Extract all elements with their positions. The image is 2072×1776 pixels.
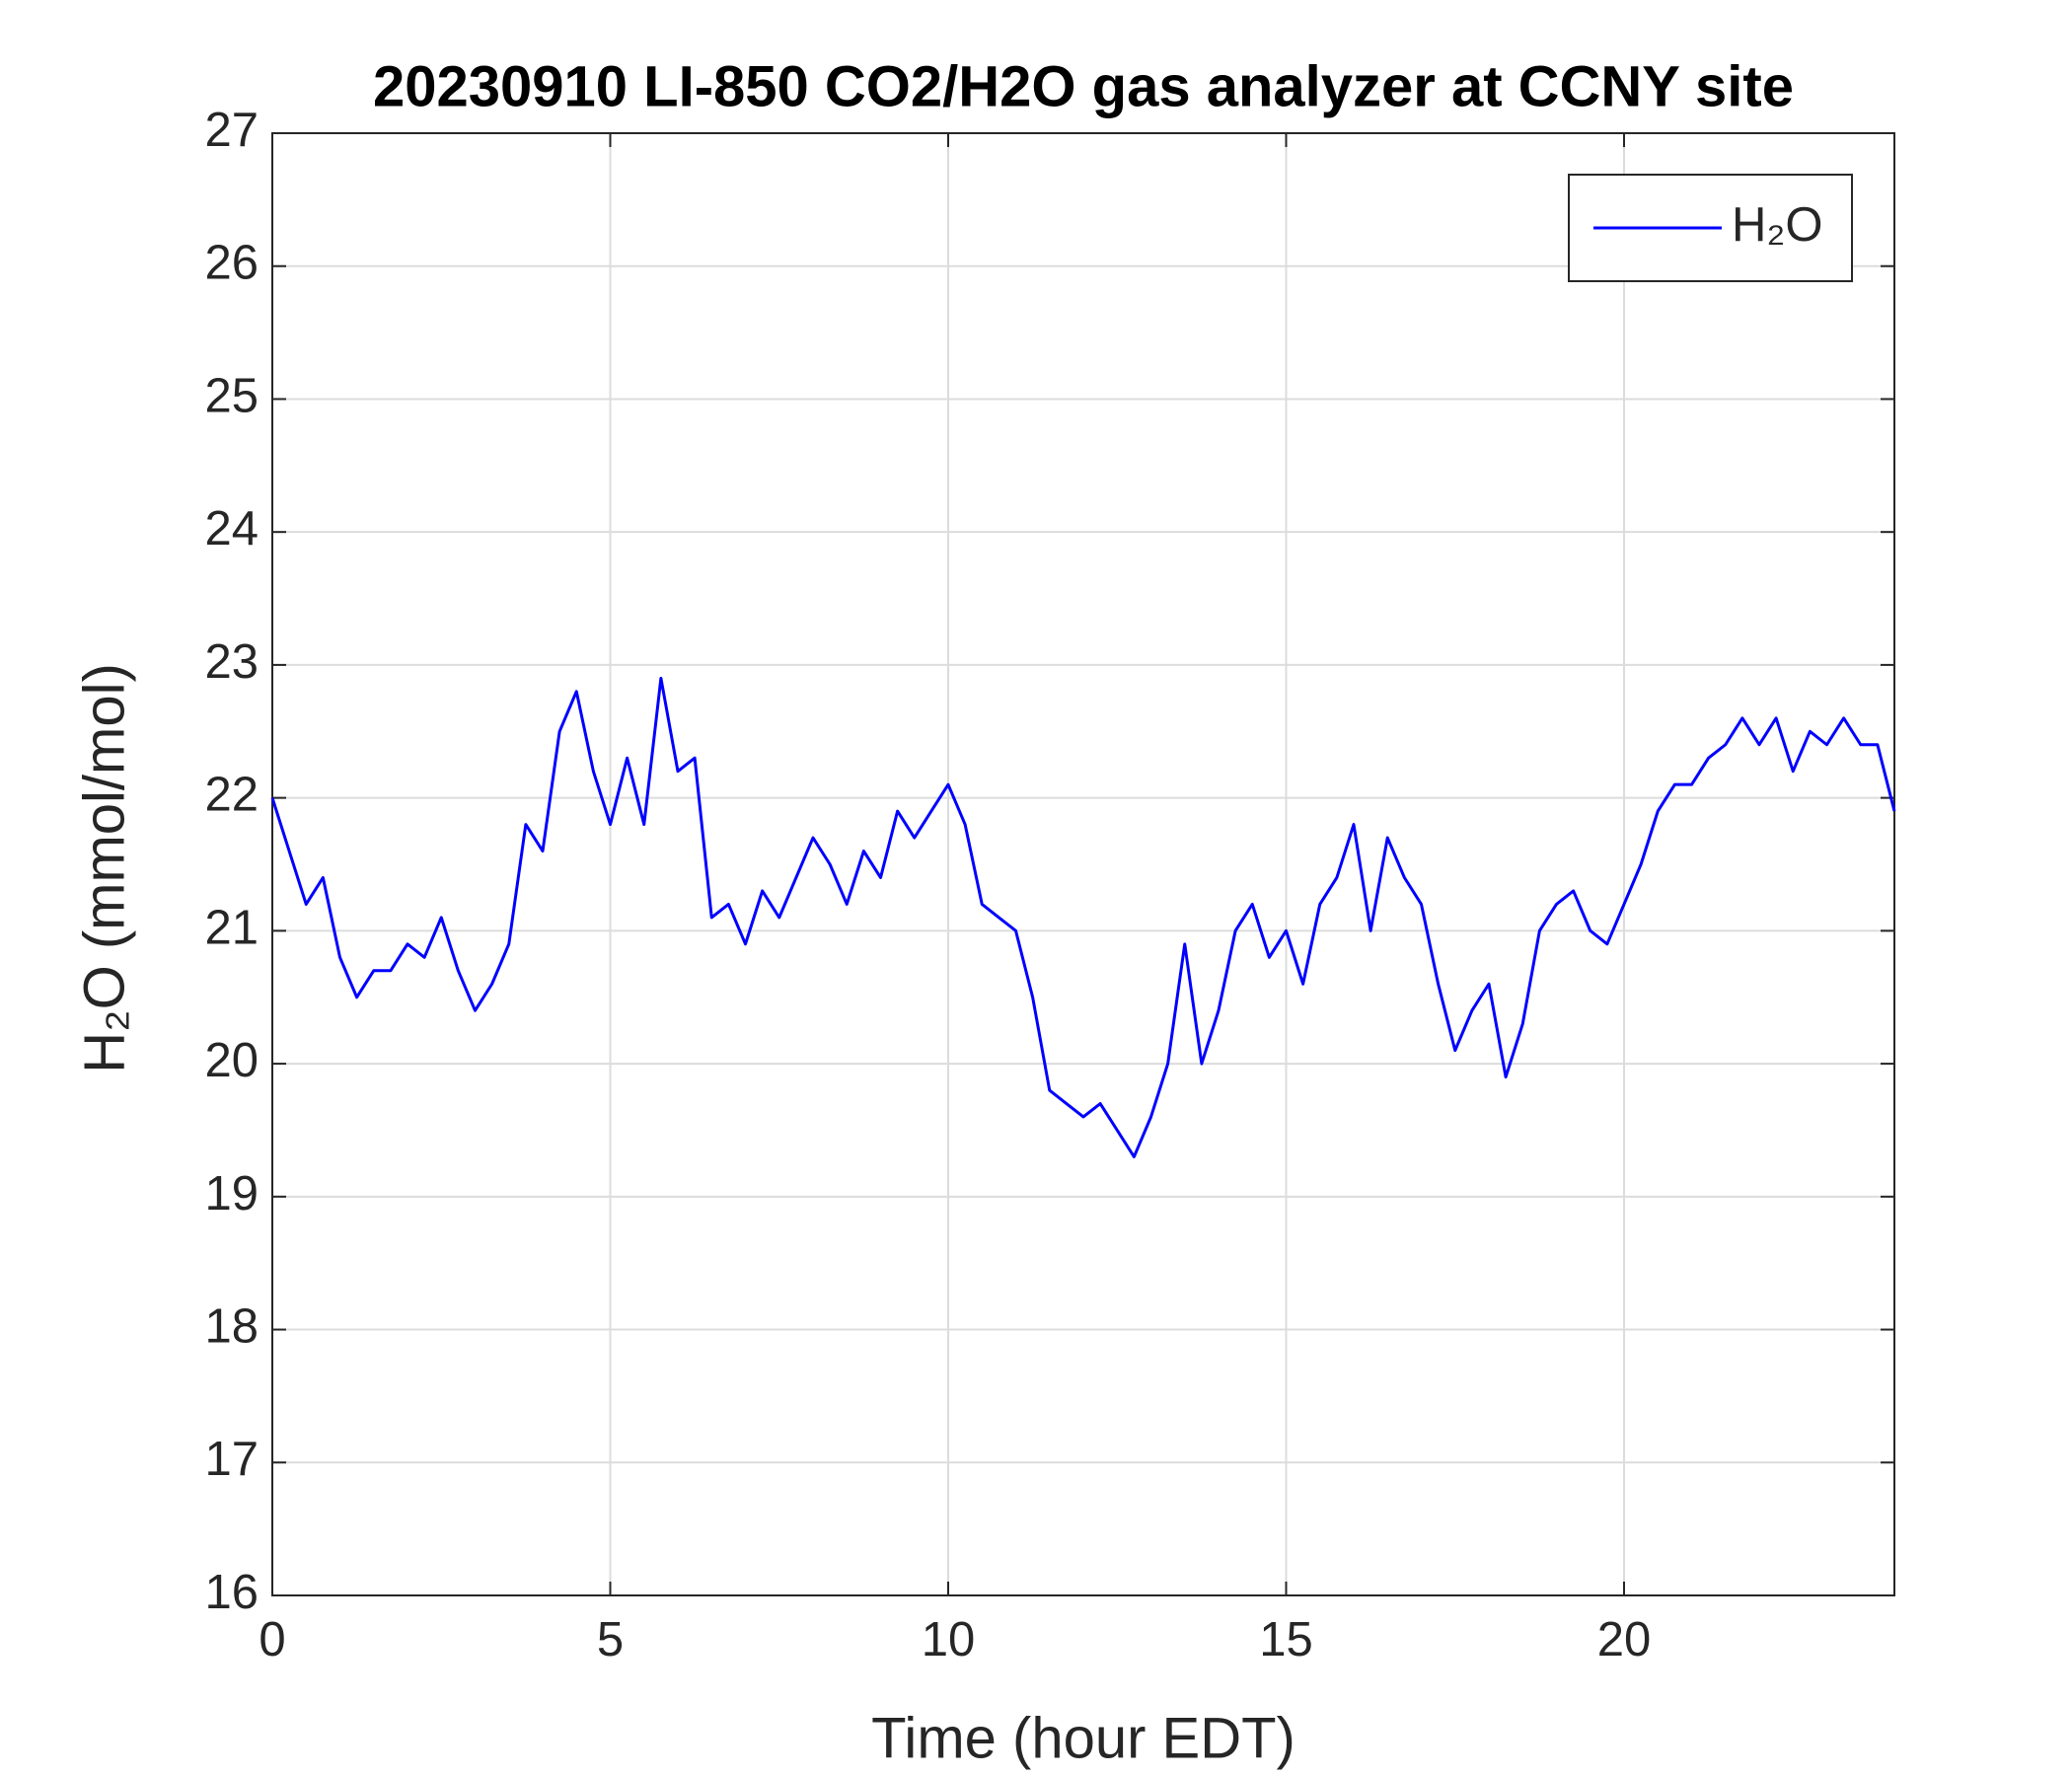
y-tick-label: 19 bbox=[204, 1167, 259, 1221]
x-tick-label: 0 bbox=[259, 1613, 285, 1666]
y-axis-label: H₂O (mmol/mol) bbox=[72, 663, 136, 1073]
y-tick-label: 27 bbox=[204, 104, 259, 157]
x-tick-label: 10 bbox=[922, 1613, 976, 1666]
axes-box bbox=[271, 132, 1895, 1596]
y-tick-label: 18 bbox=[204, 1299, 259, 1353]
y-tick-label: 17 bbox=[204, 1433, 259, 1486]
chart-title: 20230910 LI-850 CO2/H2O gas analyzer at … bbox=[373, 54, 1794, 118]
y-tick-label: 20 bbox=[204, 1034, 259, 1087]
data-line bbox=[270, 676, 1896, 1158]
y-tick-label: 24 bbox=[204, 502, 259, 555]
y-tick-label: 23 bbox=[204, 635, 259, 689]
y-tick-label: 16 bbox=[204, 1566, 259, 1619]
y-tick-label: 25 bbox=[204, 369, 259, 422]
y-tick-label: 26 bbox=[204, 237, 259, 290]
x-tick-label: 15 bbox=[1259, 1613, 1313, 1666]
x-axis-label: Time (hour EDT) bbox=[871, 1706, 1295, 1770]
x-tick-label: 20 bbox=[1597, 1613, 1652, 1666]
y-tick-label: 22 bbox=[204, 769, 259, 822]
y-tick-label: 21 bbox=[204, 901, 259, 954]
x-tick-label: 5 bbox=[597, 1613, 624, 1666]
legend-label: H₂O bbox=[1732, 198, 1823, 252]
